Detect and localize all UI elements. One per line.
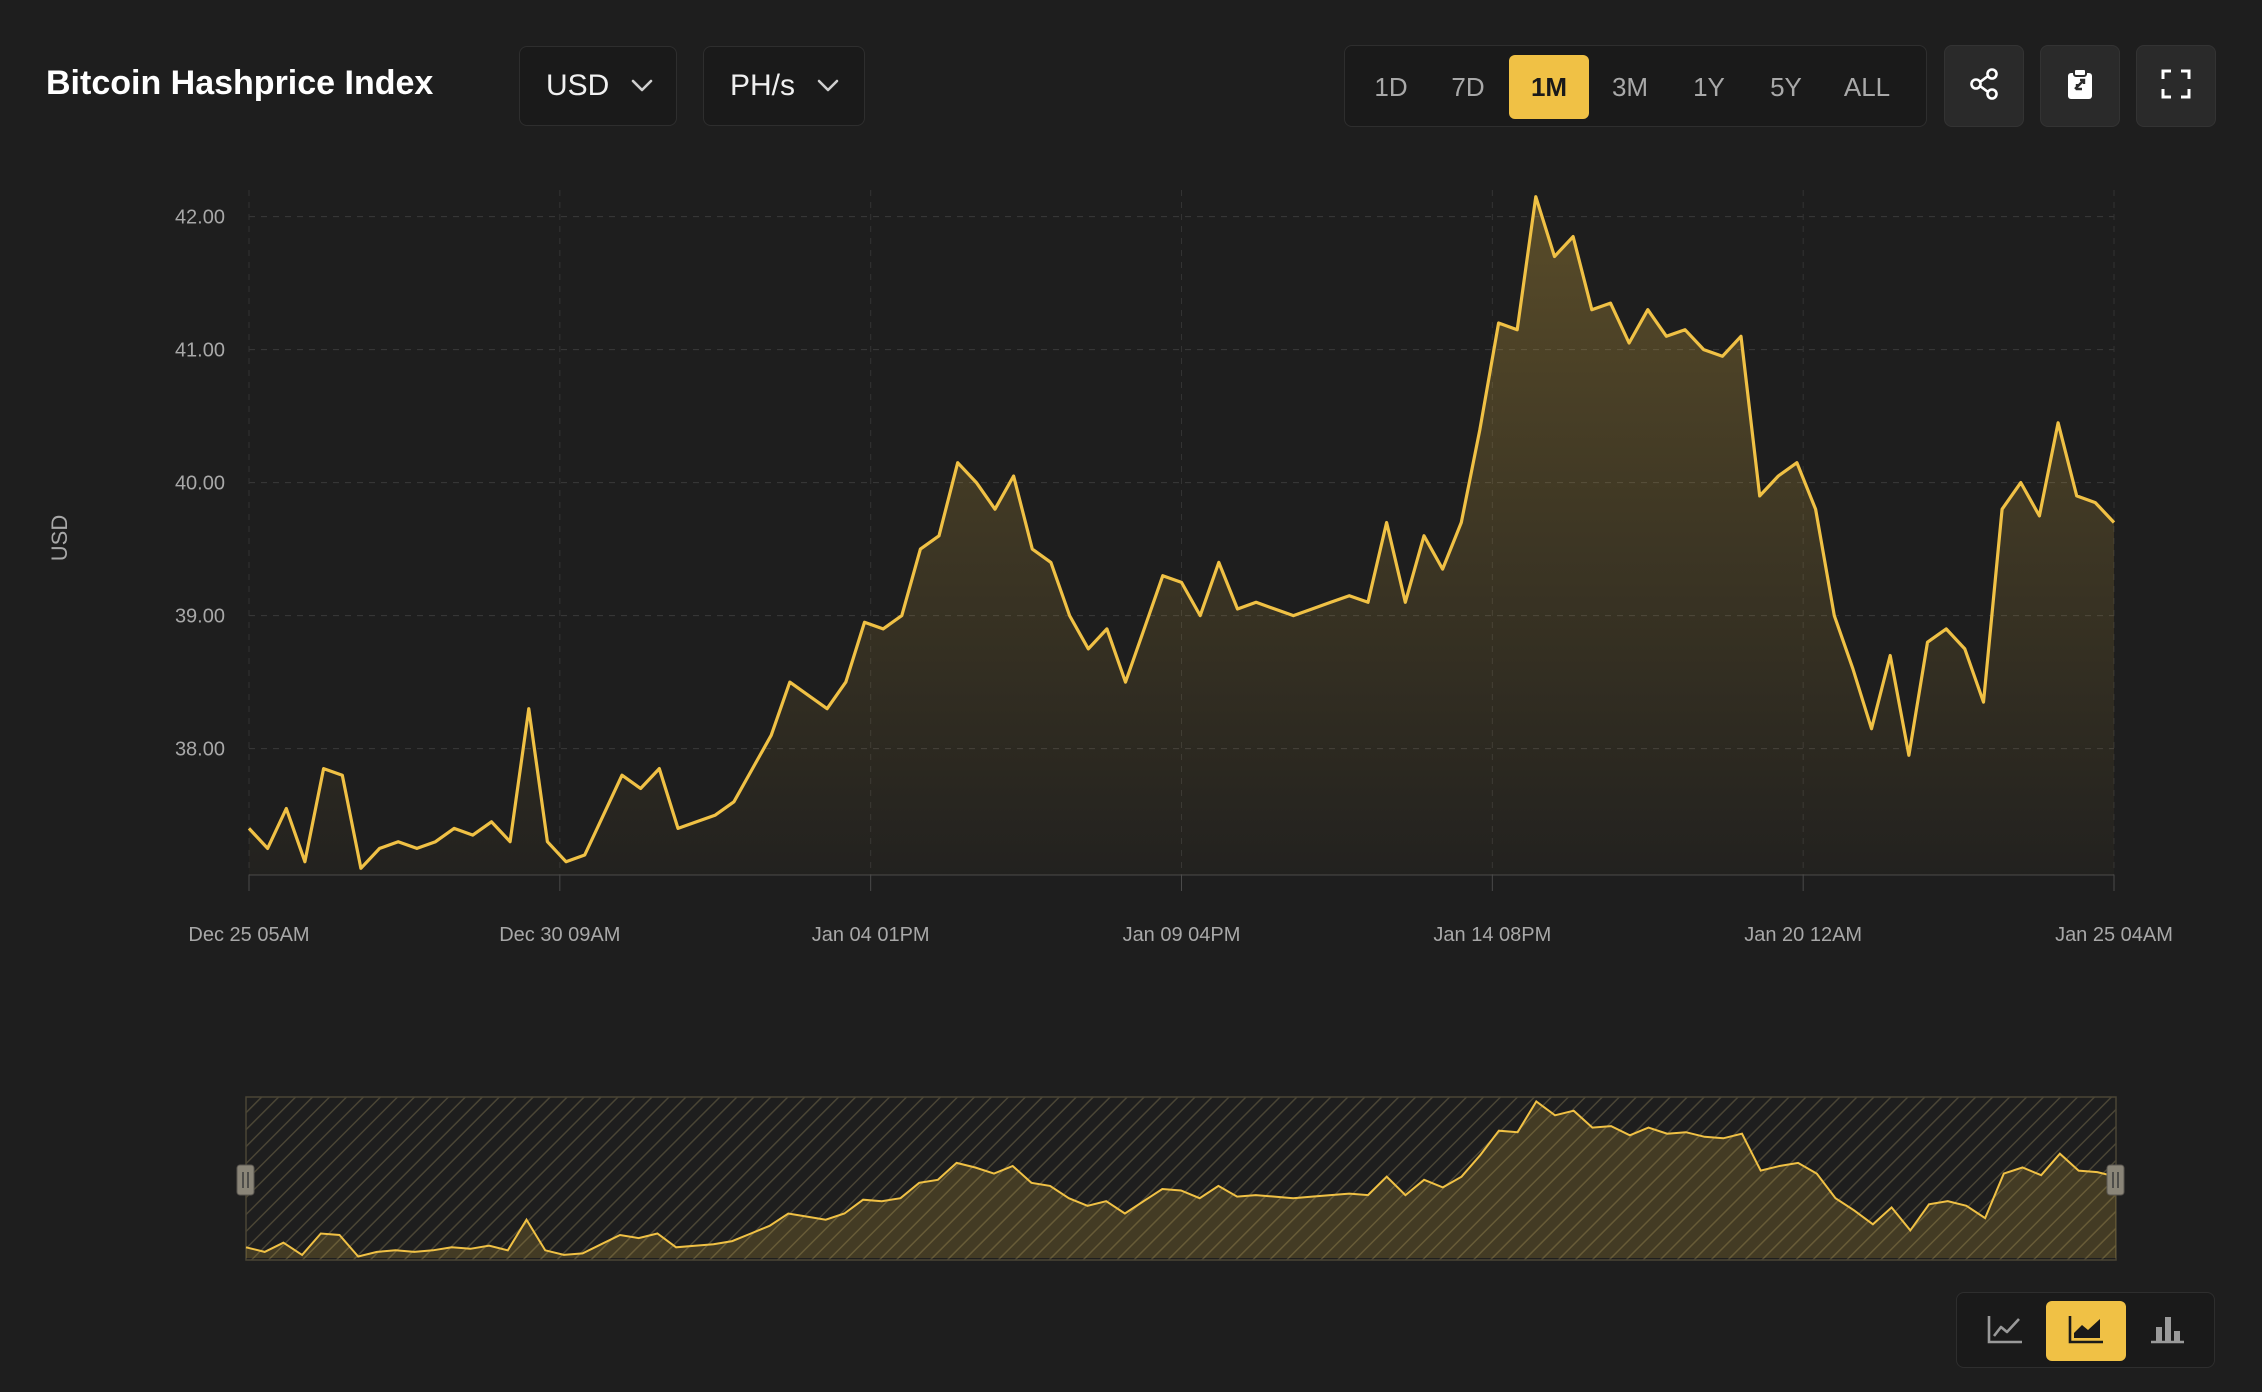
chevron-down-icon — [631, 79, 653, 93]
x-tick-label: Jan 14 08PM — [1433, 924, 1551, 946]
currency-dropdown[interactable]: USD — [519, 46, 677, 126]
price-line — [247, 195, 2116, 870]
x-tick-label: Dec 25 05AM — [188, 924, 309, 946]
y-tick-label: 40.00 — [175, 473, 225, 495]
navigator-right-handle[interactable] — [2106, 1164, 2125, 1196]
unit-value: PH/s — [730, 69, 796, 102]
clipboard-icon — [2065, 67, 2095, 106]
range-7d-button[interactable]: 7D — [1451, 71, 1485, 102]
time-range-selector: 1D 7D 1M 3M 1Y 5Y ALL — [1344, 45, 1927, 127]
y-tick-label: 39.00 — [175, 606, 225, 628]
share-icon — [1967, 67, 2001, 106]
navigator-left-handle[interactable] — [236, 1164, 255, 1196]
hashprice-chart[interactable]: 38.00 39.00 40.00 41.00 42.00 Dec 25 05AM Dec … — [0, 0, 2262, 1000]
page-title: Bitcoin Hashprice Index — [46, 64, 434, 102]
range-3m-button[interactable]: 3M — [1611, 71, 1649, 102]
x-tick-label: Jan 09 04PM — [1123, 924, 1241, 946]
x-tick-label: Jan 04 01PM — [812, 924, 930, 946]
price-area — [249, 196, 2114, 875]
x-tick-label: Jan 25 04AM — [2055, 924, 2173, 946]
y-tick-label: 42.00 — [175, 207, 225, 229]
x-tick-label: Dec 30 09AM — [499, 924, 620, 946]
y-tick-label: 38.00 — [175, 739, 225, 761]
y-tick-label: 41.00 — [175, 340, 225, 362]
navigator-line — [245, 1100, 2117, 1258]
share-button[interactable] — [1944, 45, 2024, 127]
navigator-area — [246, 1101, 2116, 1258]
range-all-button[interactable]: ALL — [1843, 71, 1891, 102]
unit-dropdown[interactable]: PH/s — [703, 46, 865, 126]
line-chart-icon — [1986, 1313, 2024, 1350]
currency-value: USD — [546, 69, 610, 102]
navigator-window[interactable] — [245, 1096, 2117, 1261]
fullscreen-button[interactable] — [2136, 45, 2216, 127]
x-tick-label: Jan 20 12AM — [1744, 924, 1862, 946]
area-chart-icon — [2067, 1313, 2105, 1350]
chevron-down-icon — [817, 79, 839, 93]
bar-chart-icon — [2148, 1313, 2186, 1350]
line-chart-button[interactable] — [1965, 1301, 2045, 1361]
copy-image-button[interactable] — [2040, 45, 2120, 127]
range-1d-button[interactable]: 1D — [1374, 71, 1408, 102]
area-chart-button[interactable] — [2046, 1301, 2126, 1361]
chart-type-selector — [1956, 1292, 2215, 1368]
fullscreen-icon — [2160, 68, 2192, 105]
range-1m-button[interactable]: 1M — [1509, 55, 1589, 119]
range-1y-button[interactable]: 1Y — [1693, 71, 1725, 102]
bar-chart-button[interactable] — [2127, 1301, 2207, 1361]
range-5y-button[interactable]: 5Y — [1770, 71, 1802, 102]
